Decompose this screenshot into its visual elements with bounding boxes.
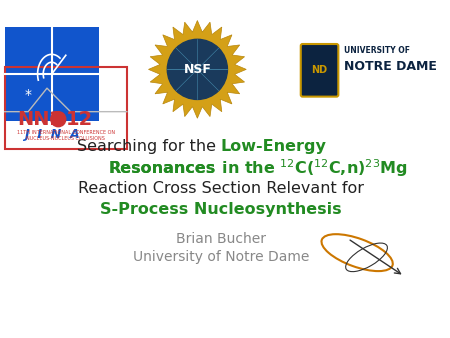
Circle shape (167, 39, 227, 99)
Text: 12: 12 (66, 110, 93, 129)
Text: 11TH INTERNATIONAL CONFERENCE ON
NUCLEUS-NUCLEUS COLLISIONS: 11TH INTERNATIONAL CONFERENCE ON NUCLEUS… (17, 130, 115, 141)
Text: *: * (25, 88, 32, 102)
Text: Searching for the: Searching for the (77, 139, 221, 154)
Polygon shape (148, 21, 246, 118)
Text: in the $^{12}$C($^{12}$C,n)$^{23}$Mg: in the $^{12}$C($^{12}$C,n)$^{23}$Mg (216, 157, 408, 179)
Text: S-Process Nucleosynthesis: S-Process Nucleosynthesis (100, 202, 342, 217)
Text: Brian Bucher: Brian Bucher (176, 232, 266, 245)
Circle shape (51, 112, 66, 127)
FancyBboxPatch shape (301, 44, 338, 97)
Text: Resonances: Resonances (109, 161, 216, 175)
Text: NOTRE DAME: NOTRE DAME (344, 60, 437, 73)
Text: NSF: NSF (184, 63, 212, 76)
Text: J  I  N  A: J I N A (24, 128, 80, 141)
Text: UNIVERSITY OF: UNIVERSITY OF (344, 46, 410, 55)
Text: Resonances: Resonances (109, 161, 216, 175)
Text: Low-Energy: Low-Energy (221, 139, 327, 154)
Text: University of Notre Dame: University of Notre Dame (133, 250, 309, 264)
FancyBboxPatch shape (4, 27, 99, 121)
Text: Reaction Cross Section Relevant for: Reaction Cross Section Relevant for (78, 181, 364, 196)
Text: ND: ND (311, 65, 328, 75)
Text: NN2: NN2 (17, 110, 63, 129)
